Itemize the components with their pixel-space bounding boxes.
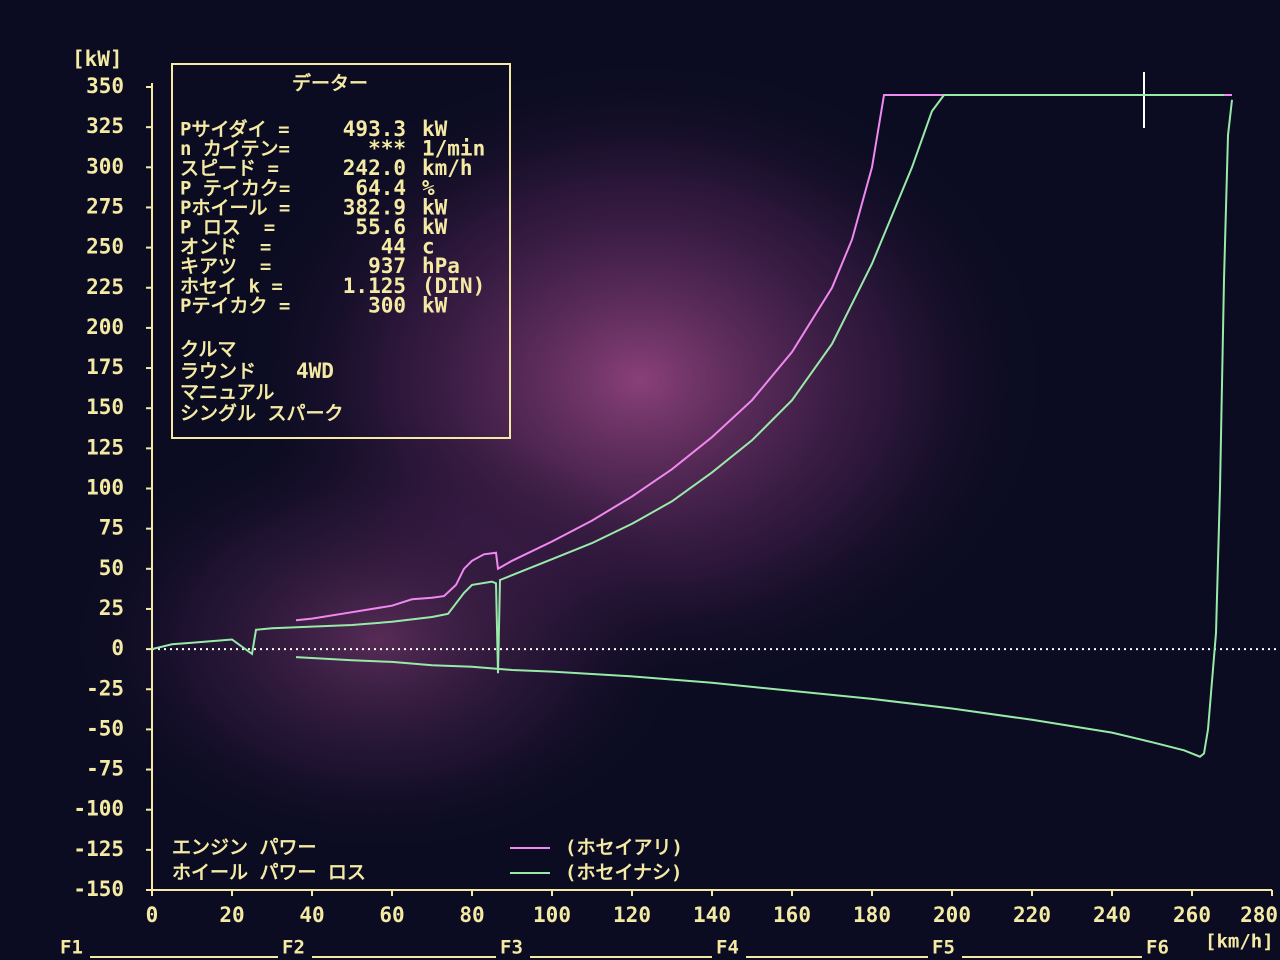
y-tick-label: -150 [73, 877, 124, 901]
function-key: F5 [932, 937, 955, 959]
x-tick-label: 120 [613, 903, 651, 927]
x-tick-label: 140 [693, 903, 731, 927]
panel-value: 4WD [296, 359, 334, 383]
y-tick-label: 325 [86, 114, 124, 138]
panel-unit: kW [422, 195, 448, 219]
function-key: F2 [282, 937, 305, 959]
x-tick-label: 180 [853, 903, 891, 927]
x-tick-label: 220 [1013, 903, 1051, 927]
function-key: F3 [500, 937, 523, 959]
panel-value: 300 [368, 293, 406, 317]
y-tick-label: 275 [86, 194, 124, 218]
glow [60, 420, 700, 860]
panel-unit: kW [422, 293, 448, 317]
y-tick-label: 0 [111, 636, 124, 660]
panel-label: キアツ = [180, 256, 271, 278]
panel-value: 44 [381, 235, 406, 259]
legend-text: ホイール パワー ロス [172, 862, 366, 884]
data-panel [171, 63, 511, 439]
y-tick-label: 150 [86, 395, 124, 419]
y-tick-label: 50 [99, 556, 124, 580]
panel-text: ラウンド [180, 361, 256, 383]
x-unit: [km/h] [1205, 931, 1274, 953]
panel-value: 242.0 [343, 156, 406, 180]
panel-value: 55.6 [355, 215, 406, 239]
x-tick-label: 260 [1173, 903, 1211, 927]
panel-label: P テイカク= [180, 177, 290, 199]
y-tick-label: 175 [86, 355, 124, 379]
panel-value: *** [368, 137, 406, 161]
legend-text: (ホセイナシ) [565, 862, 683, 884]
y-tick-label: 250 [86, 235, 124, 259]
panel-label: Pホイール = [180, 197, 290, 219]
x-tick-label: 160 [773, 903, 811, 927]
panel-text: シングル スパーク [180, 402, 343, 425]
panel-label: オンド = [180, 236, 271, 258]
panel-unit: km/h [422, 156, 473, 180]
x-tick-label: 80 [459, 903, 484, 927]
x-tick-label: 0 [146, 903, 159, 927]
y-tick-label: 225 [86, 275, 124, 299]
x-tick-label: 40 [299, 903, 324, 927]
panel-unit: kW [422, 117, 448, 141]
x-tick-label: 60 [379, 903, 404, 927]
panel-text: クルマ [180, 339, 236, 361]
legend-text: エンジン パワー [172, 837, 316, 859]
panel-unit: kW [422, 215, 448, 239]
panel-text: マニュアル [180, 382, 274, 404]
y-tick-label: -75 [86, 757, 124, 781]
panel-unit: 1/min [422, 137, 485, 161]
panel-unit: (DIN) [422, 274, 485, 298]
panel-unit: c [422, 235, 435, 259]
x-tick-label: 100 [533, 903, 571, 927]
legend-text: (ホセイアリ) [565, 837, 683, 859]
function-key: F6 [1146, 937, 1169, 959]
panel-unit: % [422, 176, 435, 200]
panel-value: 937 [368, 254, 406, 278]
y-tick-label: 350 [86, 74, 124, 98]
y-tick-label: -50 [86, 716, 124, 740]
y-tick-label: 200 [86, 315, 124, 339]
y-tick-label: 25 [99, 596, 124, 620]
panel-label: Pサイダイ = [180, 118, 290, 141]
panel-value: 1.125 [343, 274, 406, 298]
series-line [295, 99, 1233, 758]
panel-unit: hPa [422, 254, 460, 278]
y-tick-label: -25 [86, 676, 124, 700]
panel-label: ホセイ k = [180, 275, 283, 297]
y-tick-label: 75 [99, 516, 124, 540]
y-tick-label: 125 [86, 435, 124, 459]
panel-value: 382.9 [343, 195, 406, 219]
x-tick-label: 200 [933, 903, 971, 927]
panel-title: データー [292, 72, 368, 95]
panel-label: P ロス = [180, 217, 275, 239]
function-key: F1 [60, 937, 83, 959]
y-tick-label: 100 [86, 476, 124, 500]
x-tick-label: 240 [1093, 903, 1131, 927]
y-tick-label: -125 [73, 837, 124, 861]
y-tick-label: -100 [73, 797, 124, 821]
panel-label: スピード = [180, 158, 279, 180]
x-tick-label: 20 [219, 903, 244, 927]
panel-label: n カイテン= [180, 138, 290, 160]
panel-label: Pテイカク = [180, 295, 290, 317]
y-tick-label: 300 [86, 154, 124, 178]
series-line [295, 94, 1232, 622]
function-key: F4 [716, 937, 739, 959]
y-unit: [kW] [72, 47, 123, 71]
series-line [151, 94, 1224, 674]
panel-value: 64.4 [355, 176, 406, 200]
panel-value: 493.3 [343, 117, 406, 141]
x-tick-label: 280 [1240, 903, 1278, 927]
